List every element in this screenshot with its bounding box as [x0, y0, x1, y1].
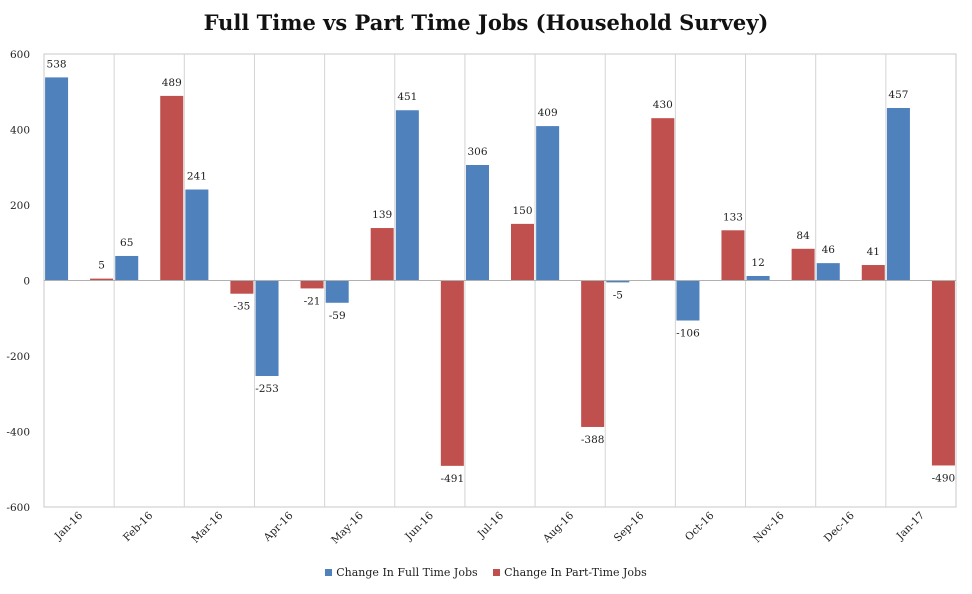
data-label-part-time: -388 [581, 434, 605, 446]
bar-full-time [886, 107, 910, 281]
y-tick-label: 400 [10, 125, 30, 137]
bar-part-time [721, 230, 745, 281]
bar-full-time [395, 110, 419, 281]
x-tick-label: Jun-16 [402, 509, 436, 543]
data-label-full-time: -5 [613, 289, 623, 301]
bar-full-time [676, 280, 700, 321]
y-tick-label: 0 [23, 276, 30, 288]
x-tick-label: Aug-16 [540, 509, 576, 545]
data-label-part-time: 150 [512, 205, 532, 217]
y-tick-label: -600 [6, 502, 30, 514]
bar-part-time [861, 265, 885, 281]
data-label-part-time: -35 [233, 301, 250, 313]
data-label-full-time: 12 [751, 257, 764, 269]
data-label-part-time: 5 [98, 260, 105, 272]
y-tick-label: -400 [6, 427, 30, 439]
data-label-part-time: 84 [796, 230, 810, 242]
data-label-full-time: 409 [538, 107, 558, 119]
data-label-full-time: 46 [822, 244, 836, 256]
bar-part-time [160, 95, 184, 281]
bar-full-time [255, 280, 279, 377]
bar-full-time [115, 255, 139, 281]
data-label-full-time: 451 [397, 91, 417, 103]
data-label-full-time: 241 [187, 171, 207, 183]
x-tick-label: Dec-16 [822, 509, 857, 544]
x-tick-label: Feb-16 [121, 509, 156, 544]
data-label-part-time: -21 [304, 295, 321, 307]
legend-item-full-time: Change In Full Time Jobs [325, 566, 478, 579]
legend-swatch-part-time [493, 569, 501, 576]
bar-part-time [931, 280, 955, 466]
bar-full-time [746, 275, 770, 281]
data-label-full-time: 65 [120, 237, 133, 249]
data-label-full-time: -253 [255, 383, 279, 395]
legend: Change In Full Time Jobs Change In Part-… [0, 566, 972, 579]
legend-label-full-time: Change In Full Time Jobs [336, 566, 478, 579]
x-tick-label: Oct-16 [683, 509, 717, 543]
bar-part-time [300, 280, 324, 289]
y-tick-label: 200 [10, 200, 30, 212]
x-tick-label: Nov-16 [751, 509, 787, 545]
data-label-part-time: -490 [932, 472, 956, 484]
bar-full-time [45, 77, 69, 281]
bar-part-time [230, 280, 254, 294]
data-label-full-time: -106 [676, 328, 700, 340]
data-label-part-time: -491 [441, 473, 465, 485]
x-tick-label: Jan-16 [52, 509, 86, 543]
bar-full-time [816, 263, 840, 281]
x-tick-label: Jan-17 [894, 510, 927, 543]
legend-item-part-time: Change In Part-Time Jobs [493, 566, 647, 579]
x-tick-label: Jul-16 [475, 509, 507, 541]
x-tick-label: May-16 [329, 509, 366, 546]
bar-part-time [370, 228, 394, 281]
bar-part-time [440, 280, 464, 466]
bar-full-time [325, 280, 349, 303]
data-label-full-time: 306 [467, 146, 487, 158]
bar-part-time [651, 118, 675, 281]
data-label-full-time: -59 [329, 310, 346, 322]
legend-swatch-full-time [325, 569, 333, 576]
data-label-full-time: 538 [47, 58, 67, 70]
bar-part-time [90, 278, 114, 281]
bar-part-time [581, 280, 605, 427]
data-label-part-time: 133 [723, 211, 743, 223]
bar-full-time [466, 164, 489, 281]
data-label-full-time: 457 [888, 89, 908, 101]
x-tick-label: Mar-16 [189, 509, 225, 545]
y-tick-label: -200 [6, 351, 30, 363]
legend-label-part-time: Change In Part-Time Jobs [504, 566, 647, 579]
bar-full-time [606, 280, 630, 283]
bar-full-time [536, 126, 560, 281]
bar-full-time [185, 189, 209, 281]
x-tick-label: Sep-16 [612, 509, 647, 544]
data-label-part-time: 489 [162, 77, 182, 89]
data-label-part-time: 41 [867, 246, 880, 258]
x-tick-label: Apr-16 [261, 509, 296, 544]
data-label-part-time: 139 [372, 209, 392, 221]
data-label-part-time: 430 [653, 99, 673, 111]
y-tick-label: 600 [10, 49, 30, 61]
bar-part-time [511, 223, 534, 281]
chart-title: Full Time vs Part Time Jobs (Household S… [203, 10, 769, 35]
bar-part-time [791, 248, 815, 281]
